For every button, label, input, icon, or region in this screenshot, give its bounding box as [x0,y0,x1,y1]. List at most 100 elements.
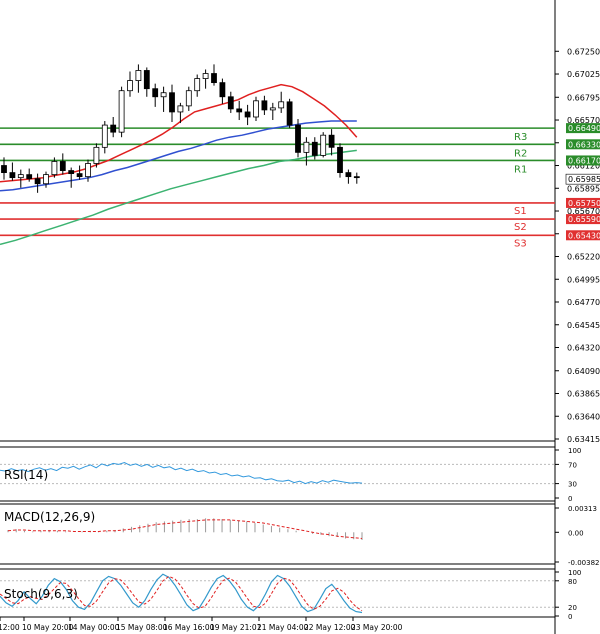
price-tick-label: 0.64320 [567,344,600,353]
candle-bear [110,124,117,133]
candle-bear [311,141,318,156]
ma-fast-line [0,83,358,183]
price-tick-label: 0.63640 [567,412,600,421]
candle-bear [353,176,360,179]
candle-bull [253,100,259,118]
candle-bull [135,70,142,81]
level-price-tag [566,155,600,166]
candle-bull [278,101,285,109]
candle-bear [236,108,243,113]
candle-bear [261,100,268,111]
time-tick-label: 19 May 21:01 [210,623,262,632]
candle-bull [177,105,184,113]
current-price-tag [565,173,600,185]
sr-levels: R3 0.66490 R2 0.66330 R1 0.66170 S1 0.65750 S2 0.… [0,123,600,249]
price-tick-label: 0.66795 [567,93,600,102]
level-price-tag [566,230,600,241]
price-tick-label: 0.64545 [567,321,600,330]
price-axis: 0.672500.670250.667950.665700.663450.661… [555,47,600,444]
candle-bull [85,163,91,178]
candle-bull [43,174,49,185]
candle-bear [337,146,343,173]
level-price-label: 0.65750 [568,199,600,208]
sub-tick-label: 70 [568,461,577,469]
level-name-r3: R3 [514,132,527,143]
level-name-s2: S2 [514,222,527,233]
price-tick-label: 0.67025 [567,70,600,79]
candle-bull [194,78,201,92]
level-price-label: 0.66330 [568,140,600,149]
candle-bull [320,134,327,156]
price-tick-label: 0.65220 [567,253,600,262]
candle-bear [9,172,16,179]
candle-bear [152,88,159,98]
time-tick-label: 16 May 16:00 [163,623,215,632]
candle-bear [244,111,251,118]
level-price-tag [566,139,600,150]
time-tick-label: 22 May 12:00 [304,623,356,632]
sub-tick-label: 0.00 [568,529,584,537]
candle-bull [101,124,108,148]
candle-bull [17,174,24,179]
level-price-tag [566,123,600,134]
price-tick-label: 0.64090 [567,367,600,376]
price-tick-label: 0.65670 [567,207,600,216]
level-price-tag [566,197,600,208]
current-price: 0.65985 [565,173,600,185]
candle-bear [59,161,66,171]
stoch-label: Stoch(9,6,3) [4,587,78,601]
level-name-r1: R1 [514,164,527,175]
time-tick-label: 14 May 00:00 [68,623,120,632]
candle-bear [34,178,41,185]
ma-slow-line [0,149,357,246]
price-tick-label: 0.63415 [567,435,600,444]
candle-bear [227,96,234,110]
macd-label: MACD(12,26,9) [4,510,95,524]
candle-bear [76,173,83,178]
candle-bear [286,101,293,126]
price-tick-label: 0.66570 [567,116,600,125]
price-tick-label: 0.63865 [567,390,600,399]
sub-tick-label: -0.003827 [568,559,600,567]
price-tick-label: 0.67250 [567,47,600,56]
time-tick-label: 10 May 20:00 [22,623,74,632]
price-tick-label: 0.64770 [567,298,600,307]
price-tick-label: 0.65895 [567,184,600,193]
rsi-label: RSI(14) [4,468,48,482]
candle-bear [68,170,75,175]
candle-bull [160,92,167,98]
candle-bull [185,90,192,107]
time-tick-label: 15 May 08:00 [116,623,168,632]
candle-bear [1,165,7,173]
moving-averages [0,83,358,246]
candle-bear [295,124,301,153]
rsi-line [0,461,363,485]
ma-mid-line [0,120,357,192]
sub-tick-label: 0 [568,613,572,621]
candle-bear [143,70,150,90]
sub-tick-label: 30 [568,481,577,489]
candle-bull [303,141,310,153]
candle-bull [51,161,58,176]
stoch-d-line [0,575,363,612]
sub-tick-label: 0 [568,495,572,503]
candle-bear [345,172,352,178]
candle-bear [211,73,217,84]
level-name-s1: S1 [514,206,527,217]
level-price-label: 0.65430 [568,231,600,240]
level-price-label: 0.66170 [568,156,600,165]
level-name-s3: S3 [514,238,527,249]
candle-bear [219,82,226,98]
time-tick-label: 21 May 04:00 [257,623,309,632]
price-tick-label: 0.66120 [567,162,600,171]
candle-bear [328,134,335,148]
sub-tick-label: 100 [568,447,581,455]
sub-tick-label: 0.00313 [568,505,597,513]
stoch-k-line [0,573,363,614]
macd-signal-line [7,519,363,539]
candle-bull [118,90,125,133]
candle-bull [93,146,100,164]
